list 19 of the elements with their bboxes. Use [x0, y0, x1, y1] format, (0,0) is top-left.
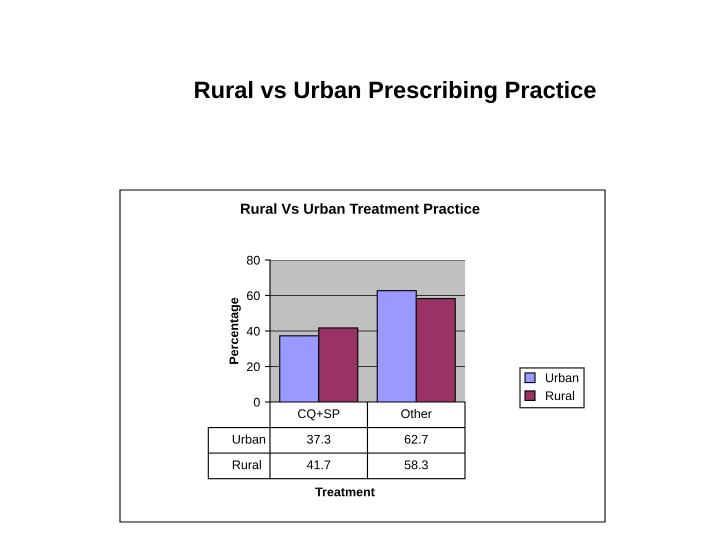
data-label: 37.3 [307, 434, 330, 444]
data-label: 58.3 [404, 460, 428, 470]
y-tick-label: 60 [247, 291, 260, 300]
legend-label: Urban [546, 373, 578, 382]
chart-title: Rural vs Urban Prescribing Practice [195, 80, 596, 104]
text: Urban [232, 434, 266, 444]
y-tick-label: 20 [247, 362, 260, 372]
chart-subtitle: Rural Vs Urban Treatment Practice [241, 203, 480, 214]
x-tick-label: CQ+SP [298, 409, 340, 420]
y-tick-label: 40 [246, 326, 260, 336]
data-label: 41.7 [306, 460, 330, 470]
data-label: 62.7 [404, 434, 428, 444]
text: Treatment [315, 488, 375, 496]
text: Rural [232, 460, 261, 470]
legend-label: Rural [546, 390, 574, 400]
x-tick-label: Other [401, 408, 432, 418]
y-tick-label: 0 [254, 398, 260, 407]
y-tick-label: 80 [246, 256, 260, 265]
y-axis-title: Percentage [230, 298, 241, 364]
